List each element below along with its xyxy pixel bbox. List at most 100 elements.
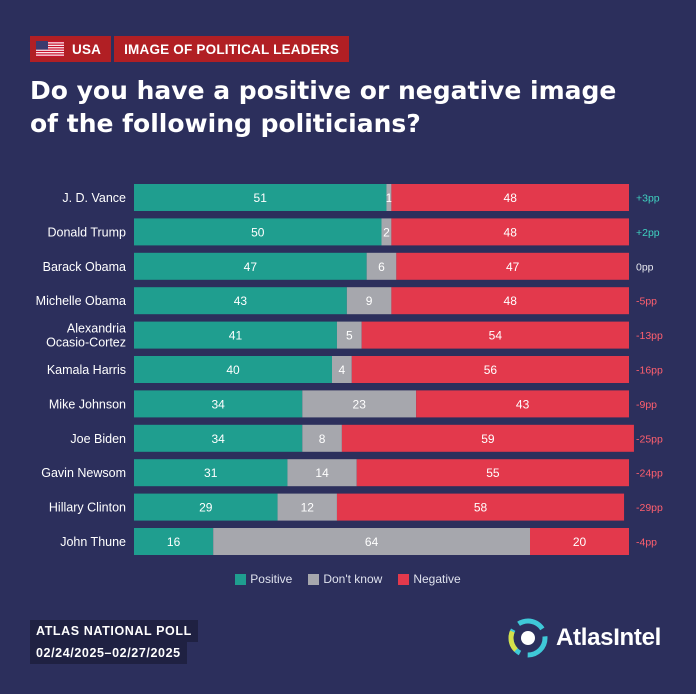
bar-value-positive: 43 bbox=[234, 294, 248, 308]
bar-value-dont-know: 64 bbox=[365, 535, 379, 549]
bar-value-dont-know: 14 bbox=[315, 466, 329, 480]
bar-value-dont-know: 4 bbox=[339, 363, 346, 377]
bar-dont-know bbox=[332, 356, 352, 383]
bar-value-positive: 51 bbox=[254, 191, 268, 205]
category-label: John Thune bbox=[60, 535, 126, 549]
net-difference-label: -5pp bbox=[636, 296, 657, 308]
bar-value-dont-know: 2 bbox=[383, 225, 390, 239]
bar-value-negative: 48 bbox=[504, 191, 518, 205]
bar-dont-know bbox=[277, 493, 337, 521]
legend-item-negative: Negative bbox=[398, 572, 461, 586]
legend-label-positive: Positive bbox=[250, 572, 293, 586]
net-difference-label: -13pp bbox=[636, 330, 663, 342]
bar-negative bbox=[530, 528, 629, 555]
net-difference-label: -24pp bbox=[636, 468, 663, 480]
bar-dont-know bbox=[336, 321, 362, 349]
bar-value-negative: 20 bbox=[573, 535, 587, 549]
country-badge: USA bbox=[30, 36, 112, 62]
bar-positive bbox=[134, 287, 347, 315]
net-difference-label: +3pp bbox=[636, 193, 660, 205]
bar-value-negative: 58 bbox=[474, 501, 488, 515]
bar-negative bbox=[356, 459, 629, 487]
us-flag-icon bbox=[36, 41, 64, 57]
bar-value-negative: 48 bbox=[504, 294, 518, 308]
bar-positive bbox=[134, 390, 303, 418]
bar-negative bbox=[396, 252, 629, 280]
category-label-line: Hillary Clinton bbox=[49, 501, 126, 515]
brand: AtlasIntel bbox=[508, 618, 661, 658]
topic-label: IMAGE OF POLITICAL LEADERS bbox=[124, 41, 340, 57]
bar-value-positive: 34 bbox=[211, 432, 225, 446]
bar-dont-know bbox=[287, 459, 357, 487]
bar-negative bbox=[391, 184, 629, 211]
legend-item-positive: Positive bbox=[235, 572, 292, 586]
brand-name: AtlasIntel bbox=[556, 624, 662, 651]
bar-value-negative: 54 bbox=[489, 329, 503, 343]
category-label-line: John Thune bbox=[60, 535, 126, 549]
bar-positive bbox=[134, 424, 303, 452]
bar-negative bbox=[391, 287, 629, 315]
category-label: Joe Biden bbox=[70, 432, 126, 446]
bar-negative bbox=[361, 321, 629, 349]
legend-swatch-negative bbox=[398, 573, 410, 585]
category-label-line: Barack Obama bbox=[43, 260, 126, 274]
category-label-line: Mike Johnson bbox=[49, 397, 126, 411]
bar-negative bbox=[391, 218, 629, 246]
atlasintel-logo-icon bbox=[508, 618, 548, 658]
bar-positive bbox=[134, 356, 332, 383]
bar-value-negative: 47 bbox=[506, 260, 520, 274]
net-difference-label: -25pp bbox=[636, 433, 663, 445]
title-line-1: Do you have a positive or negative image bbox=[30, 76, 617, 105]
bar-value-negative: 43 bbox=[516, 397, 530, 411]
category-label: Barack Obama bbox=[43, 260, 126, 274]
bar-dont-know bbox=[386, 184, 392, 211]
bar-dont-know bbox=[381, 218, 392, 246]
category-label: Alexandria Ocasio-Cortez bbox=[46, 322, 126, 350]
category-label: Mike Johnson bbox=[49, 397, 126, 411]
bar-positive bbox=[134, 321, 337, 349]
category-label-line: Alexandria bbox=[67, 322, 126, 336]
net-difference-label: +2pp bbox=[636, 227, 660, 239]
category-label-line: Michelle Obama bbox=[36, 294, 126, 308]
legend-swatch-positive bbox=[235, 573, 247, 585]
bar-value-positive: 47 bbox=[244, 260, 258, 274]
bar-value-dont-know: 1 bbox=[386, 191, 393, 205]
bar-value-dont-know: 9 bbox=[366, 294, 373, 308]
bar-value-negative: 59 bbox=[481, 432, 495, 446]
net-difference-label: 0pp bbox=[636, 261, 654, 273]
country-label: USA bbox=[72, 41, 102, 57]
legend-swatch-dont-know bbox=[308, 573, 320, 585]
category-label: Gavin Newsom bbox=[41, 466, 126, 480]
category-label: J. D. Vance bbox=[62, 191, 126, 205]
bar-value-dont-know: 5 bbox=[346, 329, 353, 343]
topic-badge: IMAGE OF POLITICAL LEADERS bbox=[114, 36, 350, 62]
poll-name: ATLAS NATIONAL POLL bbox=[30, 620, 198, 642]
bar-value-negative: 48 bbox=[504, 225, 518, 239]
net-difference-label: -9pp bbox=[636, 399, 657, 411]
legend-label-dont-know: Don't know bbox=[323, 572, 383, 586]
legend-item-dont-know: Don't know bbox=[308, 572, 382, 586]
bar-positive bbox=[134, 252, 367, 280]
bar-value-negative: 56 bbox=[484, 363, 498, 377]
bar-value-positive: 41 bbox=[229, 329, 243, 343]
category-label-line: Joe Biden bbox=[70, 432, 126, 446]
bar-value-positive: 31 bbox=[204, 466, 218, 480]
bar-dont-know bbox=[302, 390, 417, 418]
legend: Positive Don't know Negative bbox=[0, 572, 696, 586]
bar-dont-know bbox=[302, 424, 342, 452]
category-label: Donald Trump bbox=[47, 225, 126, 239]
category-label: Michelle Obama bbox=[36, 294, 126, 308]
bar-negative bbox=[351, 356, 629, 383]
bar-value-dont-know: 12 bbox=[301, 501, 315, 515]
bar-value-dont-know: 23 bbox=[353, 397, 367, 411]
poll-dates: 02/24/2025–02/27/2025 bbox=[30, 642, 187, 664]
category-label: Kamala Harris bbox=[47, 363, 126, 377]
bar-value-positive: 29 bbox=[199, 501, 213, 515]
bar-positive bbox=[134, 184, 387, 211]
bar-dont-know bbox=[366, 252, 397, 280]
bar-value-negative: 55 bbox=[486, 466, 500, 480]
bar-value-dont-know: 8 bbox=[319, 432, 326, 446]
category-label-line: J. D. Vance bbox=[62, 191, 126, 205]
bar-positive bbox=[134, 493, 278, 521]
legend-label-negative: Negative bbox=[413, 572, 461, 586]
